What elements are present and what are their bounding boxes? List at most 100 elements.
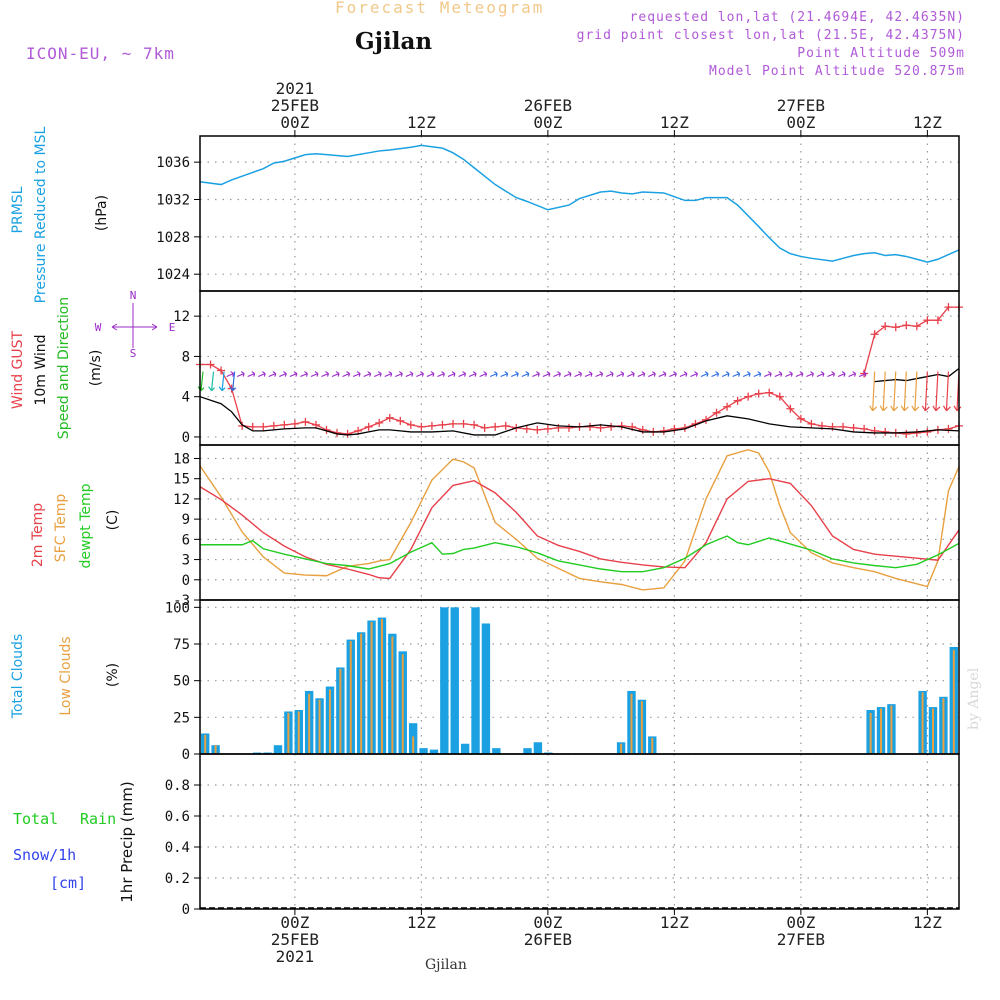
low-clouds-bar [308, 693, 311, 754]
y-tick-label: 75 [173, 637, 190, 653]
wind-gust-point [375, 418, 384, 427]
wind-direction-arrow [331, 371, 340, 378]
y-tick-label: 15 [173, 472, 190, 488]
y-tick-label: -3 [173, 593, 190, 609]
wind-10m-label: 10m Wind [33, 334, 49, 405]
total-clouds-bar [523, 748, 532, 754]
low-clouds-bar [869, 712, 872, 754]
y-tick-label: 0 [182, 573, 190, 589]
wind-gust-point [881, 322, 890, 331]
total-clouds-bar [471, 607, 480, 754]
wind-direction-arrow [637, 371, 646, 378]
wind-gust-point [543, 424, 552, 433]
wind-direction-arrow [837, 371, 846, 378]
bottom-time-label: 12Z [660, 913, 689, 932]
y-tick-label: 25 [173, 710, 190, 726]
top-time-label: 12Z [407, 113, 436, 132]
low-clouds-bar [651, 737, 654, 754]
wind-direction-arrow [605, 371, 614, 378]
wind-direction-arrow [648, 371, 656, 378]
wind-direction-arrow [468, 371, 477, 378]
wind-gust-point [775, 392, 784, 401]
wind-direction-arrow [806, 371, 814, 378]
y-tick-label: 0.4 [165, 840, 190, 856]
compass-w-label: W [95, 321, 102, 334]
total-clouds-bar [460, 743, 470, 754]
top-time-label: 2021 [276, 79, 315, 98]
compass-s-label: S [130, 347, 137, 360]
wind-direction-arrow [300, 371, 308, 378]
wind-gust-point [449, 419, 457, 428]
low-clouds-bar [412, 736, 415, 754]
compass-e-label: E [169, 321, 176, 334]
2m-temp-line [199, 477, 960, 580]
wind-gust-point [364, 422, 373, 431]
wind-gust-point [396, 416, 405, 425]
dewpt-temp-line [200, 535, 960, 573]
wind-direction-arrow [900, 371, 909, 412]
wind-direction-arrow [479, 371, 488, 378]
wind-direction-arrow [690, 371, 698, 378]
bottom-station-label: Gjilan [425, 957, 467, 973]
wind-direction-arrow [595, 371, 604, 378]
top-time-label: 00Z [533, 113, 562, 132]
top-time-label: 12Z [913, 113, 942, 132]
wind-gust-label: Wind GUST [10, 330, 26, 409]
total-clouds-bar [429, 749, 439, 754]
wind-gust-point [522, 424, 531, 433]
wind-gust-point [860, 424, 869, 433]
wind-speed-line [199, 396, 960, 436]
wind-direction-arrow [753, 371, 762, 378]
wind-gust-point [923, 427, 932, 436]
wind-gust-line [863, 306, 959, 374]
panel-frame [199, 135, 960, 292]
total-clouds-label: Total Clouds [10, 634, 26, 719]
temp-unit-label: (C) [105, 510, 121, 531]
low-clouds-bar [318, 699, 321, 754]
wind-direction-arrow [890, 371, 899, 412]
wind-direction-arrow [226, 371, 235, 378]
panel-frame [199, 753, 960, 910]
bottom-time-label: 00Z [533, 913, 562, 932]
wind-gust-point [217, 366, 226, 375]
temp-sfc-label: SFC Temp [53, 494, 69, 563]
low-clouds-bar [890, 705, 893, 754]
wind-direction-arrow [869, 371, 878, 412]
wind-direction-arrow [721, 371, 730, 378]
wind-direction-arrow [785, 371, 793, 378]
wind-gust-point [786, 404, 795, 413]
prmsl-sub-label: Pressure Reduced to MSL [33, 126, 49, 303]
low-clouds-bar [952, 649, 955, 754]
wind-direction-arrow [426, 371, 435, 378]
low-clouds-bar [932, 708, 935, 754]
top-time-label: 00Z [786, 113, 815, 132]
y-tick-label: 18 [173, 451, 190, 467]
wind-direction-arrow [711, 371, 720, 378]
wind-direction-arrow [774, 371, 783, 378]
prmsl-unit-label: (hPa) [94, 195, 110, 231]
wind-gust-point [301, 417, 310, 426]
low-clouds-bar [328, 689, 331, 754]
wind-direction-arrow [258, 371, 266, 378]
low-clouds-bar [942, 698, 945, 754]
panel-frame [199, 599, 960, 755]
total-clouds-bar [419, 748, 428, 754]
wind-gust-point [807, 419, 816, 428]
model-altitude: Model Point Altitude 520.875m [709, 64, 965, 79]
wind-gust-point [533, 425, 542, 434]
bottom-time-label: 2021 [276, 947, 315, 966]
total-clouds-bar [481, 623, 491, 754]
y-tick-label: 1036 [156, 155, 190, 171]
top-time-label: 12Z [660, 113, 689, 132]
wind-direction-arrow [532, 371, 540, 378]
wind-direction-arrow [942, 371, 951, 412]
wind-direction-arrow [795, 371, 804, 378]
wind-direction-arrow [827, 371, 836, 378]
wind-direction-arrow [447, 371, 456, 378]
y-tick-label: 50 [173, 674, 190, 690]
sfc-temp-line [199, 448, 960, 591]
wind-direction-arrow [218, 371, 226, 392]
bottom-time-label: 00Z [786, 913, 815, 932]
wind-gust-point [902, 429, 911, 438]
wind-direction-label: Speed and Direction [56, 297, 72, 439]
